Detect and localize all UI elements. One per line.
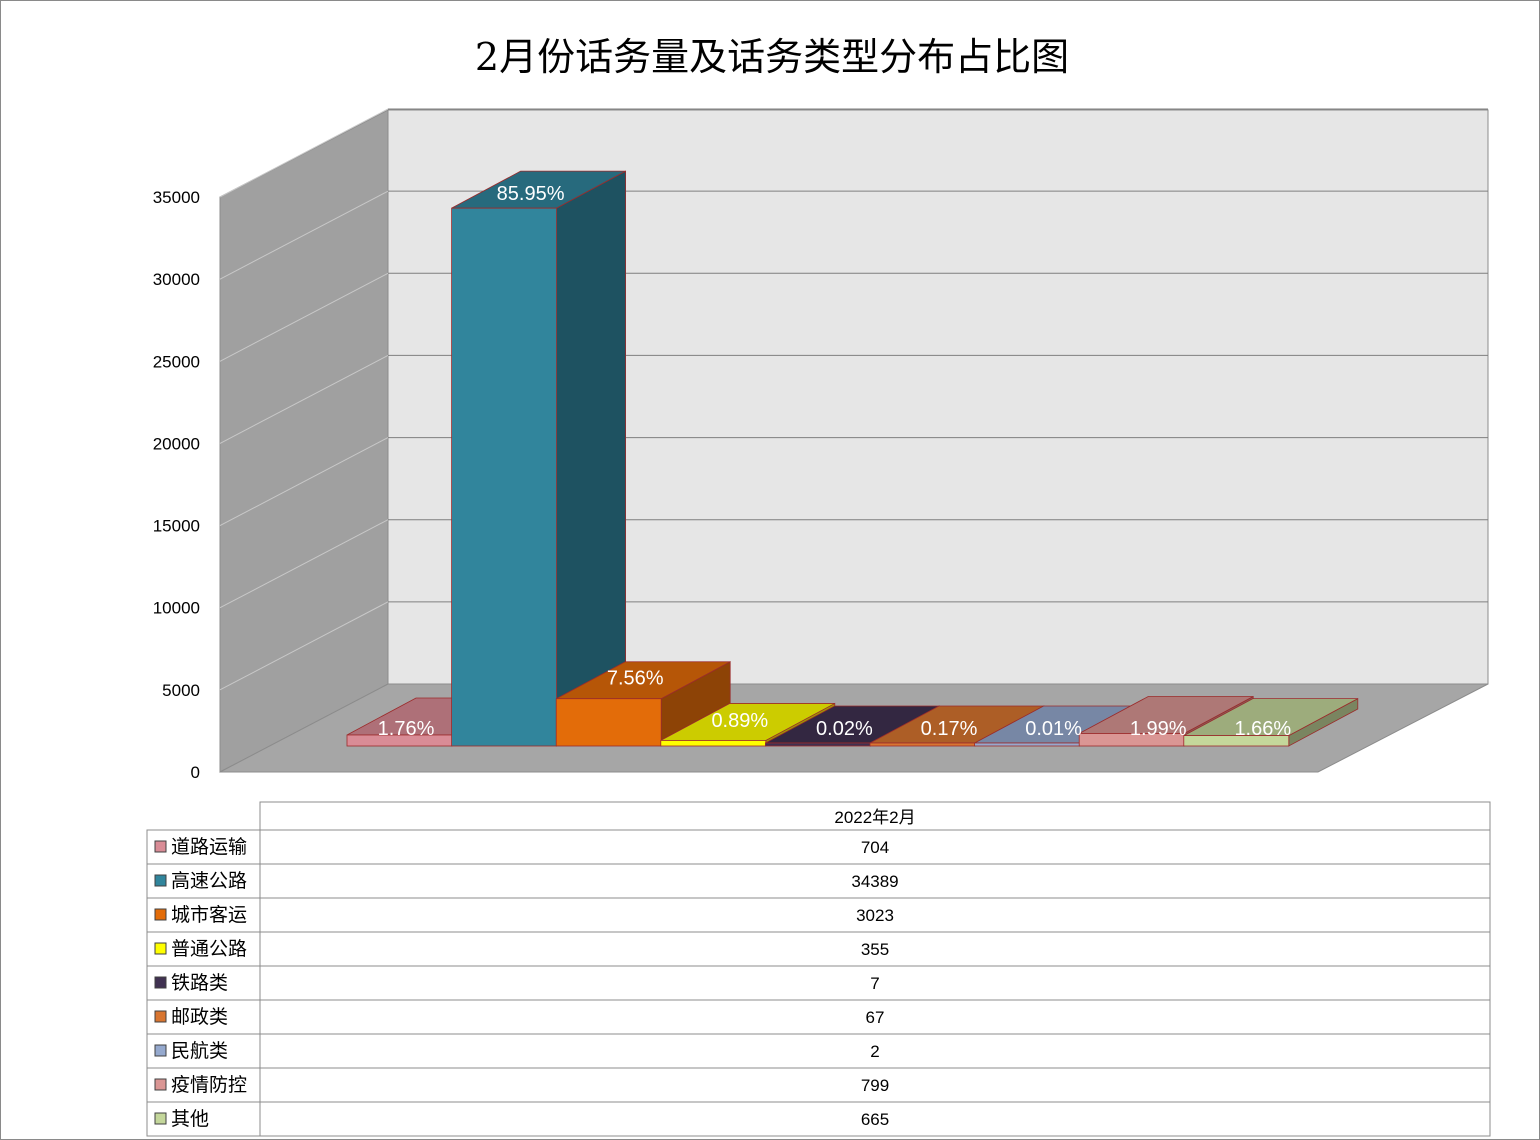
table-row: 民航类 2	[146, 1033, 1491, 1069]
table-row: 其他 665	[146, 1101, 1491, 1137]
gridline-side	[219, 108, 389, 198]
table-row: 邮政类 67	[146, 999, 1491, 1035]
value-cell	[259, 1101, 1491, 1137]
value-cell	[259, 829, 1491, 865]
legend-label: 高速公路	[171, 870, 247, 892]
bars	[346, 170, 1359, 747]
bar-front	[660, 740, 767, 747]
table-row: 高速公路 34389	[146, 863, 1491, 899]
value-cell	[259, 863, 1491, 899]
table-row: 疫情防控 799	[146, 1067, 1491, 1103]
table-header-cell	[259, 801, 1491, 831]
legend-label: 民航类	[171, 1040, 228, 1062]
data-label: 7.56%	[607, 668, 664, 690]
gridline-side	[219, 519, 389, 609]
gridline-side	[219, 437, 389, 527]
y-tick-label: 35000	[153, 188, 200, 207]
data-label: 1.99%	[1130, 718, 1187, 740]
data-label: 0.02%	[816, 718, 873, 740]
legend-label: 铁路类	[171, 972, 228, 994]
value-cell	[259, 965, 1491, 1001]
table-header: 2022年2月	[834, 808, 915, 827]
data-label: 1.76%	[378, 718, 435, 740]
data-label: 0.17%	[921, 718, 978, 740]
value-cell	[259, 897, 1491, 933]
legend-key	[154, 1044, 167, 1057]
data-label: 1.66%	[1234, 718, 1291, 740]
legend-key	[154, 874, 167, 887]
side-wall	[219, 109, 389, 773]
legend-cell	[146, 829, 261, 865]
table-row: 普通公路 355	[146, 931, 1491, 967]
legend-label: 普通公路	[171, 938, 247, 960]
table-value: 704	[861, 838, 889, 857]
y-tick-label: 0	[191, 763, 200, 782]
bar-side	[556, 170, 626, 747]
y-tick-label: 30000	[153, 270, 200, 289]
bar-3	[555, 661, 731, 747]
bar-2	[451, 170, 626, 747]
bar-front	[869, 742, 976, 747]
table-row: 道路运输 704	[146, 829, 1491, 865]
legend-label: 城市客运	[171, 904, 247, 926]
bar-front	[451, 207, 558, 747]
table-value: 3023	[856, 906, 894, 925]
data-label: 85.95%	[497, 183, 565, 205]
legend-key	[154, 976, 167, 989]
legend-key	[154, 1112, 167, 1125]
bar-9	[1183, 697, 1359, 747]
chart-title: 2月份话务量及话务类型分布占比图	[475, 35, 1069, 79]
legend-key	[154, 1078, 167, 1091]
data-label: 0.01%	[1025, 718, 1082, 740]
legend-label: 疫情防控	[171, 1074, 247, 1096]
value-cell	[259, 1067, 1491, 1103]
value-cell	[259, 1033, 1491, 1069]
bar-front	[555, 698, 662, 747]
y-tick-label: 15000	[153, 517, 200, 536]
y-tick-label: 20000	[153, 434, 200, 453]
legend-key	[154, 1010, 167, 1023]
value-cell	[259, 999, 1491, 1035]
gridline-side	[219, 601, 389, 691]
legend-key	[154, 942, 167, 955]
y-tick-label: 10000	[153, 599, 200, 618]
table-value: 2	[870, 1042, 879, 1061]
gridline-side	[219, 190, 389, 280]
table-value: 665	[861, 1110, 889, 1129]
legend-label: 邮政类	[171, 1006, 228, 1028]
table-value: 67	[866, 1008, 885, 1027]
table-value: 34389	[851, 872, 898, 891]
table-value: 355	[861, 940, 889, 959]
bar-front	[974, 742, 1080, 747]
y-tick-label: 25000	[153, 352, 200, 371]
bar-front	[765, 742, 871, 747]
table-row: 铁路类 7	[146, 965, 1491, 1001]
y-axis: 0 5000 10000 15000 20000 25000 30000 35000	[153, 188, 200, 782]
table-value: 7	[870, 974, 879, 993]
gridline-side	[219, 272, 389, 362]
chart-walls	[219, 109, 1489, 773]
legend-label: 其他	[171, 1108, 209, 1130]
table-row: 城市客运 3023	[146, 897, 1491, 933]
data-label: 0.89%	[711, 710, 768, 732]
table-value: 799	[861, 1076, 889, 1095]
legend-key	[154, 840, 167, 853]
value-cell	[259, 931, 1491, 967]
bar-front	[1183, 735, 1290, 747]
y-tick-label: 5000	[162, 681, 200, 700]
legend-key	[154, 908, 167, 921]
legend-label: 道路运输	[171, 836, 247, 858]
data-labels: 1.76% 85.95% 7.56% 0.89% 0.02% 0.17% 0.01% 1.99…	[378, 183, 1292, 740]
gridline-side	[219, 354, 389, 444]
